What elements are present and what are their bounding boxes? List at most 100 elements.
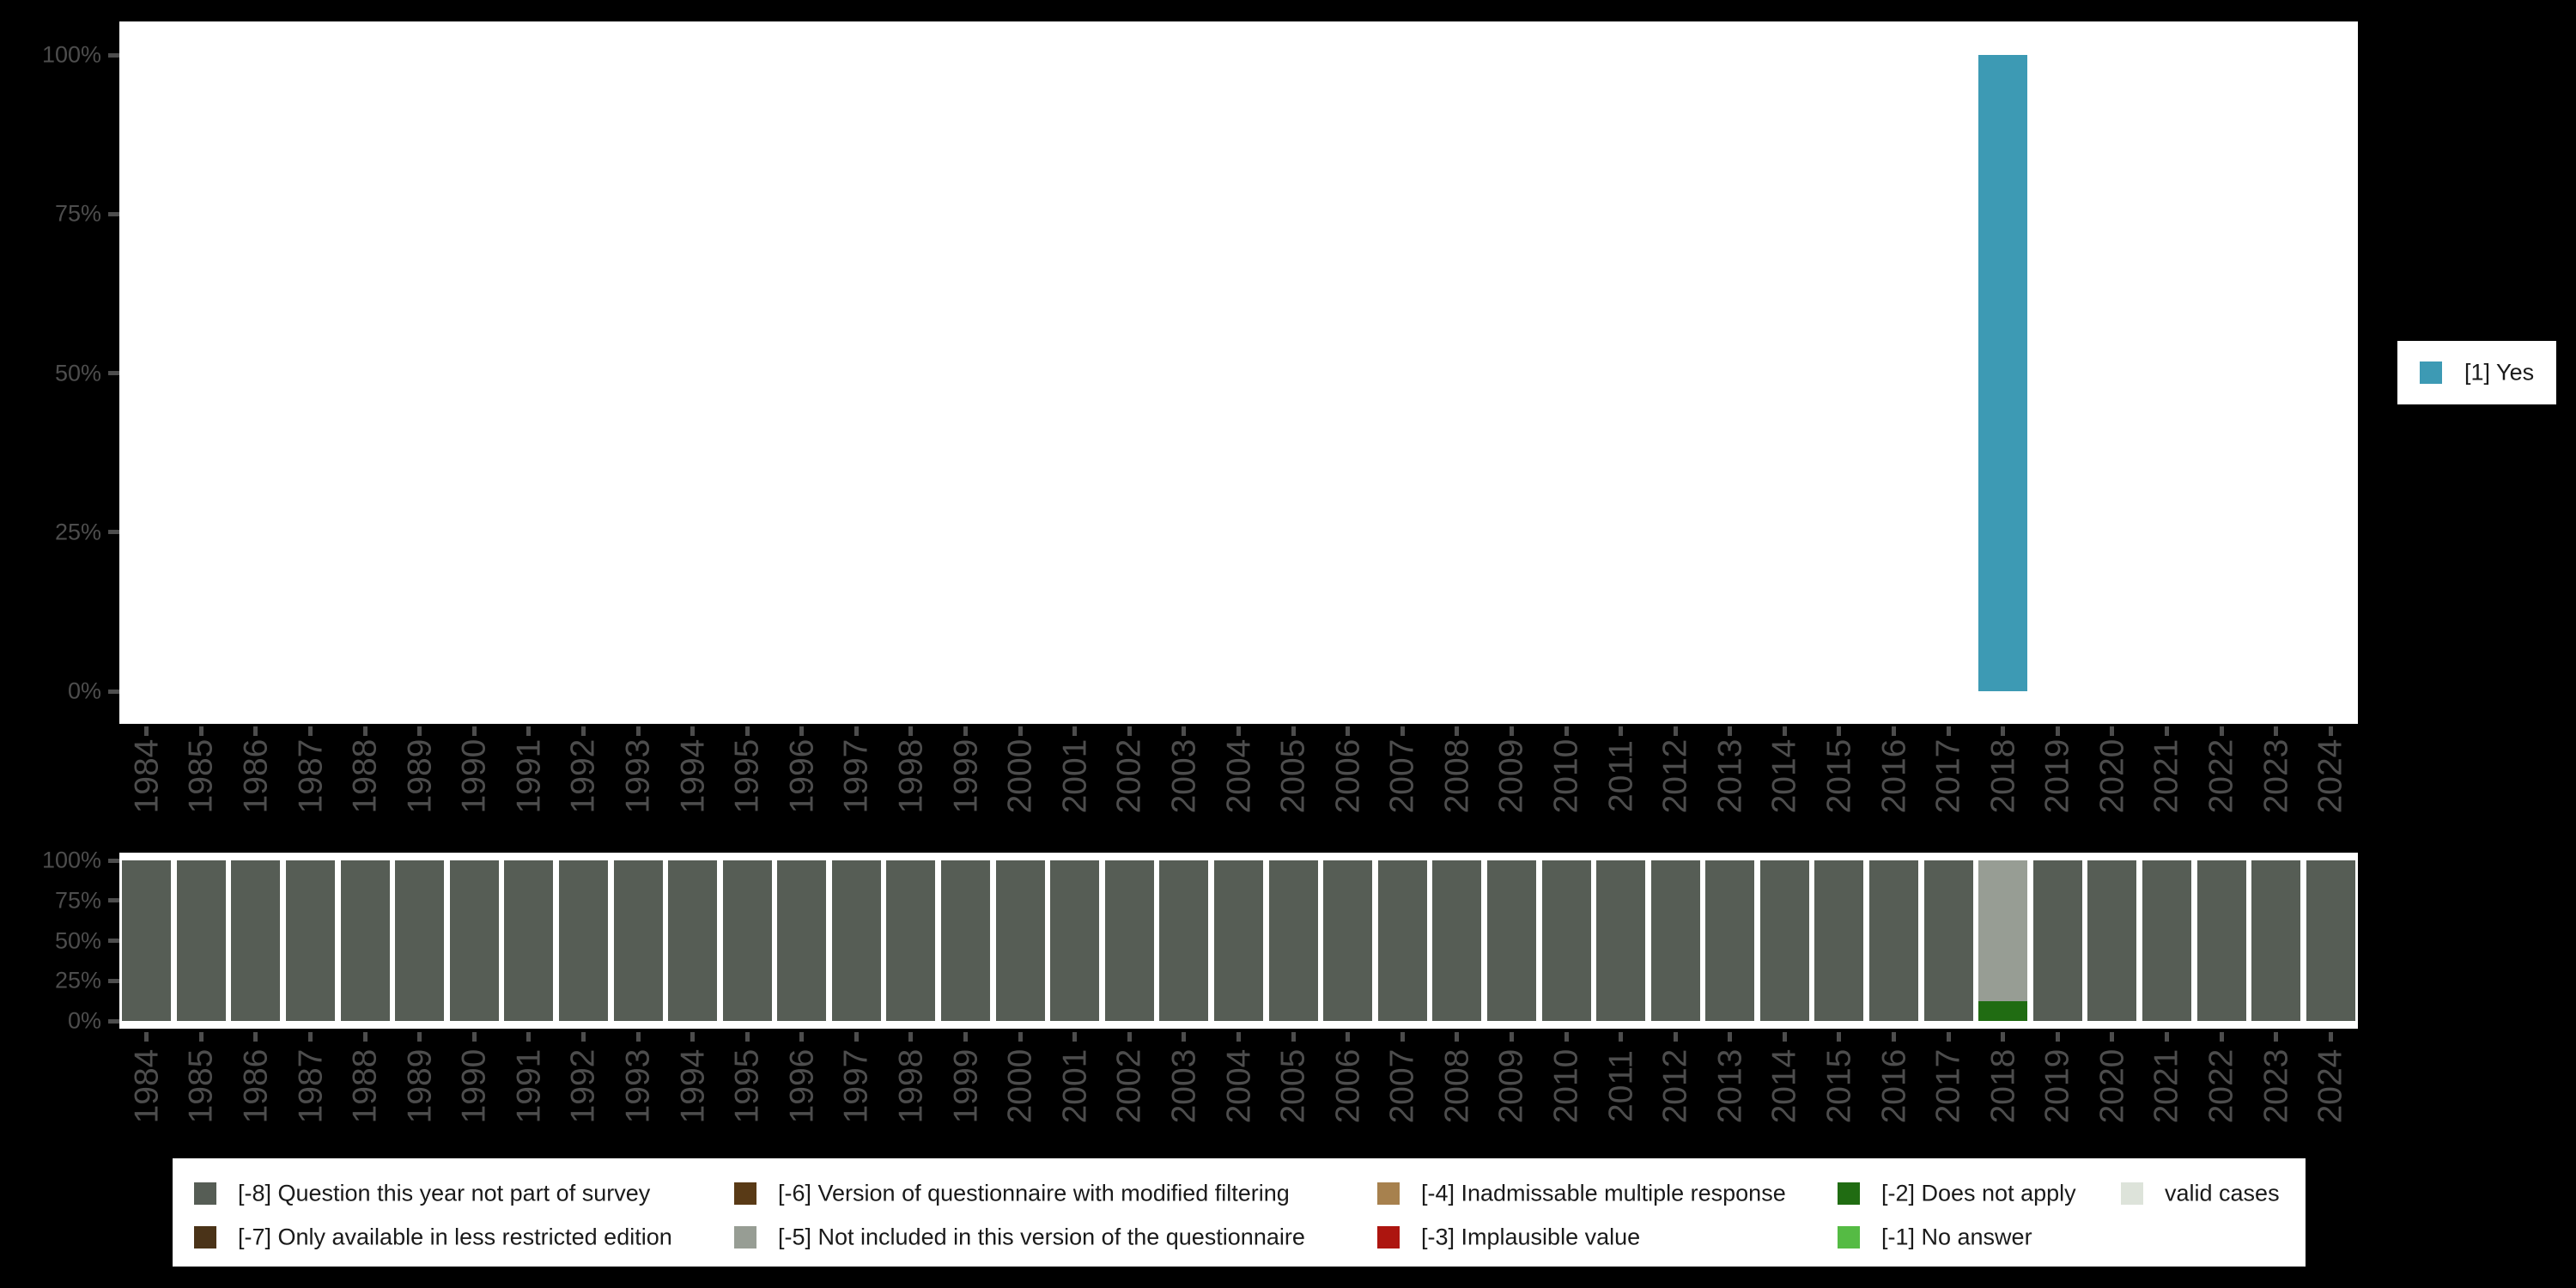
y-axis-tick-label: 75% — [54, 887, 101, 914]
x-axis-year-label: 1984 — [128, 738, 166, 814]
x-axis-tick — [1455, 726, 1460, 736]
x-axis-year-label: 2004 — [1220, 738, 1257, 814]
y-axis-tick-label: 25% — [54, 967, 101, 993]
x-axis-year-label: 1999 — [947, 1048, 985, 1124]
x-axis-year-label: 2019 — [2038, 738, 2076, 814]
x-axis-year-label: 1991 — [510, 738, 548, 814]
x-axis-year-label: 2013 — [1711, 738, 1749, 814]
y-axis-tick — [108, 939, 119, 943]
y-axis-tick-label: 0% — [67, 677, 101, 704]
x-axis-tick — [799, 1032, 805, 1042]
legend-label: [-1] No answer — [1881, 1224, 2032, 1250]
x-axis-tick — [1236, 726, 1241, 736]
bottom-chart-bar-segment — [286, 860, 336, 1021]
legend-swatch — [1377, 1182, 1400, 1205]
x-axis-tick — [1837, 726, 1842, 736]
x-axis-tick — [2055, 726, 2060, 736]
bottom-chart-bar-segment — [122, 860, 172, 1021]
bottom-chart-bar-segment — [886, 860, 936, 1021]
x-axis-year-label: 2015 — [1820, 738, 1858, 814]
x-axis-year-label: 2009 — [1492, 1048, 1530, 1124]
x-axis-year-label: 1996 — [783, 1048, 821, 1124]
x-axis-tick — [1182, 1032, 1187, 1042]
x-axis-tick — [2219, 726, 2224, 736]
x-axis-year-label: 2013 — [1711, 1048, 1749, 1124]
x-axis-tick — [417, 726, 422, 736]
legend-label: [-6] Version of questionnaire with modif… — [778, 1180, 1290, 1206]
x-axis-year-label: 2003 — [1165, 738, 1203, 814]
bottom-chart-bar-segment — [722, 860, 772, 1021]
x-axis-year-label: 1995 — [728, 738, 766, 814]
x-axis-year-label: 2001 — [1056, 1048, 1094, 1124]
bottom-chart-bar-segment — [2142, 860, 2191, 1021]
x-axis-year-label: 2011 — [1602, 740, 1640, 812]
x-axis-year-label: 2016 — [1875, 738, 1913, 814]
x-axis-year-label: 2006 — [1329, 1048, 1367, 1124]
x-axis-tick — [253, 1032, 258, 1042]
bottom-chart-bar-segment — [1814, 860, 1864, 1021]
x-axis-year-label: 2022 — [2202, 738, 2240, 814]
x-axis-tick — [1509, 726, 1514, 736]
x-axis-tick — [1946, 1032, 1951, 1042]
y-axis-tick-label: 25% — [54, 519, 101, 545]
x-axis-tick — [1346, 1032, 1351, 1042]
x-axis-tick — [1291, 726, 1296, 736]
y-axis-tick — [108, 978, 119, 983]
x-axis-tick — [526, 726, 532, 736]
x-axis-year-label: 1991 — [510, 1048, 548, 1124]
bottom-chart-bar-segment — [2032, 860, 2082, 1021]
y-axis-tick — [108, 371, 119, 375]
x-axis-year-label: 1990 — [455, 738, 493, 814]
x-axis-tick — [1564, 1032, 1569, 1042]
bottom-chart-bar-segment — [1214, 860, 1263, 1021]
bottom-chart-bar-segment — [2306, 860, 2355, 1021]
x-axis-year-label: 2016 — [1875, 1048, 1913, 1124]
x-axis-tick — [1619, 726, 1624, 736]
x-axis-tick — [2110, 1032, 2115, 1042]
x-axis-tick — [799, 726, 805, 736]
legend-swatch — [1377, 1226, 1400, 1249]
x-axis-year-label: 1993 — [619, 738, 657, 814]
legend-swatch — [194, 1182, 216, 1205]
x-axis-tick — [854, 1032, 859, 1042]
legend-label: [-3] Implausible value — [1421, 1224, 1641, 1250]
x-axis-tick — [144, 726, 149, 736]
legend-label: [-4] Inadmissable multiple response — [1421, 1180, 1786, 1206]
bottom-chart-bar-segment — [1050, 860, 1100, 1021]
x-axis-year-label: 2012 — [1656, 1048, 1694, 1124]
bottom-chart-bar-segment — [995, 860, 1045, 1021]
x-axis-year-label: 2024 — [2312, 1048, 2349, 1124]
x-axis-tick — [1728, 1032, 1733, 1042]
x-axis-tick — [2274, 726, 2279, 736]
x-axis-tick — [690, 1032, 696, 1042]
x-axis-tick — [963, 1032, 969, 1042]
x-axis-year-label: 2017 — [1929, 738, 1967, 814]
legend-label: [-5] Not included in this version of the… — [778, 1224, 1305, 1250]
bottom-chart-bar-segment — [1650, 860, 1700, 1021]
x-axis-year-label: 2007 — [1383, 738, 1421, 814]
x-axis-tick — [1455, 1032, 1460, 1042]
x-axis-year-label: 1988 — [346, 738, 384, 814]
x-axis-tick — [144, 1032, 149, 1042]
legend-swatch — [1838, 1226, 1860, 1249]
x-axis-year-label: 2014 — [1765, 738, 1803, 814]
bottom-chart-bar-segment — [1869, 860, 1919, 1021]
x-axis-tick — [635, 1032, 641, 1042]
x-axis-year-label: 2000 — [1001, 738, 1039, 814]
bottom-chart-bar-segment — [1596, 860, 1646, 1021]
x-axis-tick — [198, 726, 204, 736]
x-axis-year-label: 1990 — [455, 1048, 493, 1124]
legend-swatch — [2121, 1182, 2143, 1205]
x-axis-tick — [580, 1032, 586, 1042]
x-axis-tick — [2274, 1032, 2279, 1042]
bottom-chart-bar-segment — [1323, 860, 1373, 1021]
x-axis-tick — [1509, 1032, 1514, 1042]
x-axis-tick — [2110, 726, 2115, 736]
x-axis-tick — [308, 1032, 313, 1042]
bottom-chart-bar-segment — [1159, 860, 1209, 1021]
bottom-chart-bar-segment — [2251, 860, 2301, 1021]
bottom-chart-bar-segment — [1923, 860, 1973, 1021]
x-axis-tick — [1182, 726, 1187, 736]
x-axis-tick — [1346, 726, 1351, 736]
